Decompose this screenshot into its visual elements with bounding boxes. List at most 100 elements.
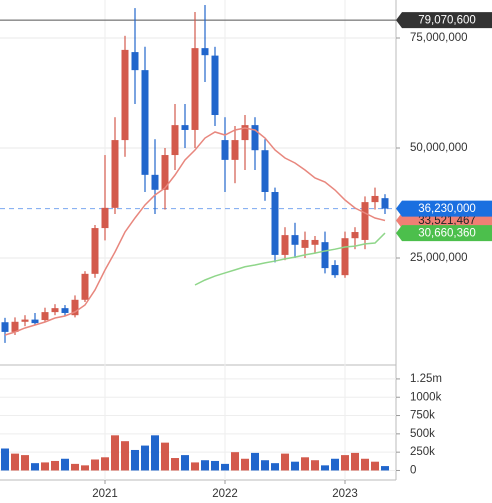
price-marker-label: 36,230,000 [418,203,476,215]
volume-bar [251,452,259,471]
candle-body [361,202,369,240]
volume-tick-label: 500k [410,428,435,440]
volume-bar [11,453,19,471]
price-marker-box [396,225,492,242]
volume-bar [341,455,349,471]
moving-average [4,127,386,336]
volume-bar [131,449,139,471]
volume-bar [211,460,219,471]
candle-body [71,299,79,316]
volume-bar [191,462,199,471]
candle-body [231,140,239,160]
volume-bar [231,452,239,471]
candle-body [221,140,229,160]
volume-bar [301,457,309,471]
candle-body [251,125,259,151]
candle-body [201,48,209,56]
volume-bar [81,465,89,471]
volume-bar [71,463,79,471]
candle-body [301,239,309,248]
y-tick-label: 50,000,000 [410,142,468,154]
candle-body [151,174,159,190]
candle-body [291,235,299,245]
candle-body [31,319,39,324]
candle-body [191,48,199,130]
volume-bar [281,453,289,471]
candle-body [311,239,319,245]
candle-body [101,207,109,229]
candle-body [11,321,19,332]
candle-body [51,308,59,313]
volume-bar [201,460,209,471]
candle-body [321,242,329,269]
volume-bar [381,466,389,471]
price-marker-label: 79,070,600 [418,15,476,27]
price-marker-label: 33,521,467 [418,215,476,227]
volume-bar [61,458,69,471]
volume-tick-label: 1.25m [410,373,442,385]
volume-bar [171,458,179,471]
candle-body [371,195,379,203]
volume-bar [321,465,329,471]
x-tick-label: 2023 [332,488,358,500]
candle-body [141,70,149,175]
candle-body [161,155,169,190]
candle-body [261,150,269,192]
volume-bar [111,435,119,471]
y-tick-label: 75,000,000 [410,32,468,44]
volume-bar [141,445,149,471]
volume-bar [41,462,49,471]
candle-body [131,52,139,71]
candle-body [121,49,129,141]
candle-body [61,308,69,313]
volume-bar [331,458,339,471]
volume-bar [101,457,109,471]
volume-tick-label: 0 [410,465,416,477]
candle-body [331,265,339,276]
price-marker-box [396,12,492,29]
volume-bar [311,460,319,471]
volume-bar [271,463,279,471]
volume-bar [241,458,249,471]
volume-bar [291,461,299,471]
candle-body [281,235,289,255]
volume-bar [361,458,369,471]
candle-body [241,125,249,141]
volume-bar [151,435,159,471]
volume-bar [181,455,189,471]
candle-body [91,228,99,274]
price-marker-box [396,200,492,217]
volume-tick-label: 750k [410,410,435,422]
volume-bar [161,442,169,471]
candle-body [1,322,9,332]
volume-bar [51,460,59,471]
moving-average [194,232,386,286]
volume-bar [261,460,269,471]
candle-body [341,238,349,276]
x-tick-label: 2021 [92,488,118,500]
volume-bar [31,463,39,471]
x-tick-label: 2022 [212,488,238,500]
volume-bar [91,459,99,471]
candle-body [181,125,189,130]
candle-body [211,55,219,116]
volume-bar [21,455,29,471]
volume-tick-label: 250k [410,446,435,458]
volume-bar [1,448,9,471]
candle-body [381,198,389,209]
candle-body [21,319,29,322]
candle-body [171,125,179,156]
volume-bar [351,452,359,471]
y-tick-label: 25,000,000 [410,252,468,264]
volume-bar [371,461,379,471]
candle-body [111,140,119,208]
volume-tick-label: 1000k [410,391,442,403]
candle-body [41,312,49,321]
candle-body [271,191,279,255]
candle-body [351,232,359,239]
price-marker-label: 30,660,360 [418,228,476,240]
volume-bar [221,463,229,471]
volume-bar [121,441,129,471]
